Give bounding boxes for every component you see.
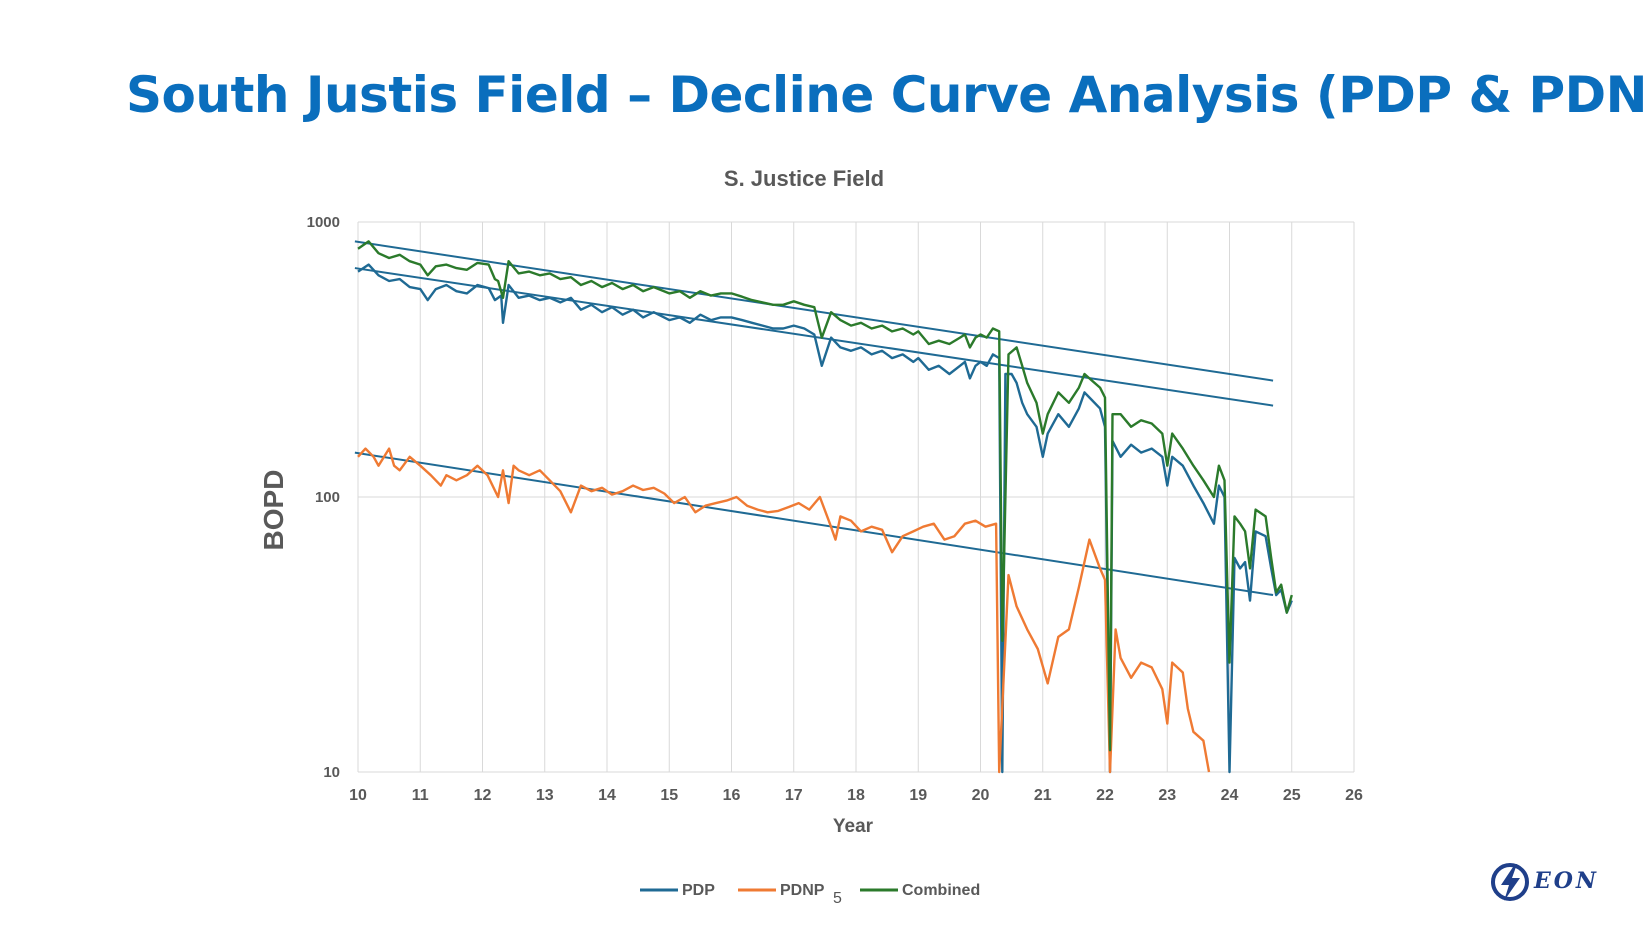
x-tick-label: 14 [598,787,616,804]
x-tick-label: 26 [1345,787,1363,804]
y-tick-label: 10 [323,764,340,781]
x-tick-label: 16 [723,787,741,804]
x-tick-label: 12 [474,787,492,804]
logo-text: EON [1534,868,1600,894]
x-tick-label: 17 [785,787,803,804]
x-axis-ticks: 10 11 12 13 14 15 16 17 18 19 20 21 22 23 24 25 26 [349,787,1363,804]
x-tick-label: 21 [1034,787,1052,804]
x-tick-label: 23 [1158,787,1176,804]
x-tick-label: 19 [909,787,927,804]
chart-title: S. Justice Field [724,166,884,191]
legend-label-combined: Combined [902,882,980,899]
grid [357,221,1355,773]
x-tick-label: 20 [972,787,990,804]
logo-circle-icon [1491,863,1529,901]
x-axis-label: Year [833,816,874,837]
x-tick-label: 25 [1283,787,1301,804]
trendline-1 [354,240,1274,382]
page-number: 5 [833,890,842,907]
y-axis-ticks: 10 100 1000 [307,214,340,781]
eon-logo [1491,863,1529,901]
series [357,240,1293,774]
series-line-pdnp [357,447,1211,774]
y-tick-label: 100 [315,489,340,506]
x-tick-label: 22 [1096,787,1114,804]
legend-label-pdnp: PDNP [780,882,825,899]
x-tick-label: 11 [412,787,429,804]
y-tick-label: 1000 [307,214,340,231]
series-line-pdp [357,263,1293,774]
slide-title: South Justis Field – Decline Curve Analy… [126,66,1650,124]
y-axis-label: BOPD [258,470,289,551]
legend-label-pdp: PDP [682,882,715,899]
x-tick-label: 15 [660,787,678,804]
x-tick-label: 13 [536,787,554,804]
x-tick-label: 24 [1221,787,1239,804]
legend: PDP PDNP Combined [640,882,980,899]
lightning-bolt-icon [1501,864,1520,901]
trendline-3 [354,451,1274,597]
x-tick-label: 10 [349,787,367,804]
x-tick-label: 18 [847,787,865,804]
series-line-combined [357,240,1293,752]
